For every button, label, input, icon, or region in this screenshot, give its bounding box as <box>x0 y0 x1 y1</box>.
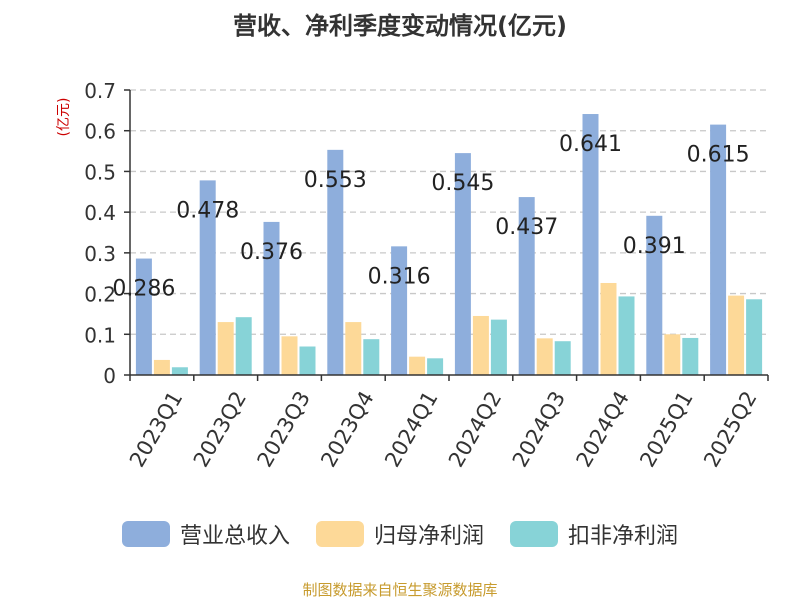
chart-title: 营收、净利季度变动情况(亿元) <box>233 12 567 40</box>
y-tick-label: 0.1 <box>84 323 116 347</box>
legend-item[interactable]: 营业总收入 <box>121 518 290 550</box>
bar-net-profit <box>472 315 489 375</box>
bar-deducted-net-profit <box>490 319 507 375</box>
x-tick-label: 2023Q1 <box>125 387 187 471</box>
data-label: 0.545 <box>431 171 494 196</box>
legend-item[interactable]: 扣非净利润 <box>510 518 678 550</box>
data-label: 0.437 <box>495 215 558 240</box>
y-tick-label: 0.3 <box>84 242 116 266</box>
data-label: 0.286 <box>112 277 175 302</box>
legend-swatch <box>121 521 170 547</box>
bar-revenue <box>710 124 727 375</box>
x-tick-label: 2024Q1 <box>380 387 442 471</box>
data-label: 0.553 <box>304 168 367 193</box>
y-tick-label: 0.6 <box>84 120 116 144</box>
data-label: 0.391 <box>623 234 686 259</box>
legend-item[interactable]: 归母净利润 <box>315 518 484 550</box>
x-tick-label: 2023Q3 <box>253 387 315 471</box>
y-tick-label: 0.7 <box>84 79 116 103</box>
bar-net-profit <box>536 338 553 375</box>
legend-label: 扣非净利润 <box>568 524 679 549</box>
bar-deducted-net-profit <box>427 358 444 375</box>
bar-revenue <box>454 153 471 375</box>
bar-net-profit <box>728 295 745 375</box>
x-tick-label: 2023Q4 <box>316 387 378 471</box>
data-label: 0.615 <box>687 143 750 168</box>
legend-label: 营业总收入 <box>179 524 290 549</box>
legend: 营业总收入 归母净利润 扣非净利润 <box>0 518 800 550</box>
bar-net-profit <box>153 359 170 375</box>
bar-deducted-net-profit <box>299 346 316 375</box>
legend-swatch <box>315 521 364 547</box>
x-tick-label: 2025Q2 <box>699 387 761 471</box>
x-tick-label: 2024Q3 <box>508 387 570 471</box>
legend-label: 归母净利润 <box>373 524 484 549</box>
bar-revenue <box>199 180 216 375</box>
x-tick-label: 2023Q2 <box>189 387 251 471</box>
bar-revenue <box>327 149 344 375</box>
y-tick-label: 0 <box>103 364 116 388</box>
data-label: 0.641 <box>559 132 622 157</box>
y-tick-label: 0.2 <box>84 283 116 307</box>
bar-net-profit <box>409 356 426 375</box>
bar-net-profit <box>664 334 681 375</box>
bar-deducted-net-profit <box>554 341 571 375</box>
bar-revenue <box>582 114 599 376</box>
x-tick-label: 2025Q1 <box>635 387 697 471</box>
x-tick-label: 2024Q4 <box>572 387 634 471</box>
bar-deducted-net-profit <box>171 367 188 375</box>
bar-deducted-net-profit <box>618 296 635 375</box>
source-note: 制图数据来自恒生聚源数据库 <box>302 581 498 599</box>
bar-deducted-net-profit <box>363 339 380 375</box>
bar-net-profit <box>600 282 617 375</box>
bar-revenue <box>135 258 152 375</box>
bar-net-profit <box>345 322 362 375</box>
bar-revenue <box>518 197 535 375</box>
y-axis-label: (亿元) <box>56 98 72 137</box>
data-label: 0.376 <box>240 240 303 265</box>
data-label: 0.478 <box>176 198 239 223</box>
data-label: 0.316 <box>368 264 431 289</box>
bar-deducted-net-profit <box>682 337 699 375</box>
x-tick-label: 2024Q2 <box>444 387 506 471</box>
y-tick-label: 0.4 <box>84 201 116 225</box>
legend-swatch <box>510 521 558 547</box>
bar-deducted-net-profit <box>746 299 763 375</box>
bar-net-profit <box>217 322 234 375</box>
bar-revenue <box>391 246 408 375</box>
bar-deducted-net-profit <box>235 317 252 375</box>
bar-net-profit <box>281 336 298 375</box>
bar-revenue <box>263 221 280 375</box>
y-tick-label: 0.5 <box>84 160 116 184</box>
bar-revenue <box>646 215 663 375</box>
